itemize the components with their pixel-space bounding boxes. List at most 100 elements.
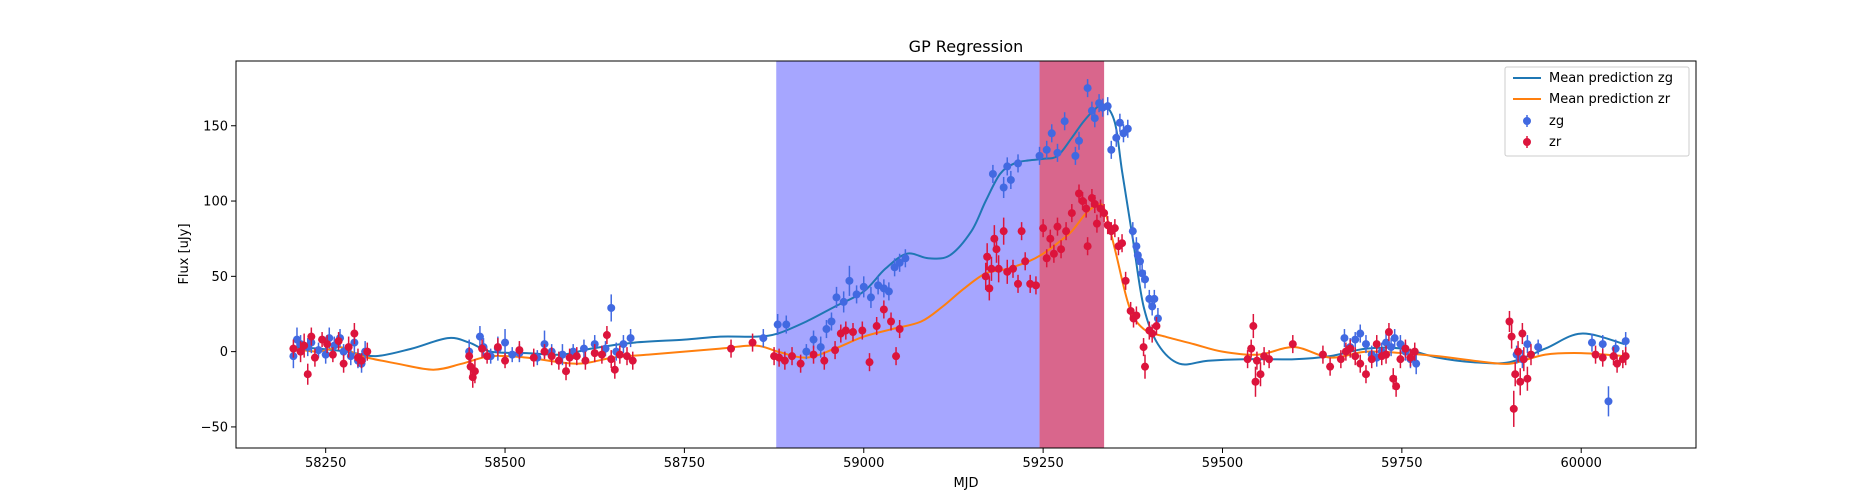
point-zr-3 [303, 370, 312, 379]
point-zg-73 [1103, 102, 1112, 111]
point-zr-62 [983, 252, 992, 261]
point-zr-16 [465, 352, 474, 361]
point-zr-84 [1074, 189, 1083, 198]
point-zr-23 [501, 356, 510, 365]
point-zr-26 [540, 347, 549, 356]
point-zr-117 [1326, 362, 1335, 371]
point-zr-83 [1067, 209, 1076, 218]
point-zr-39 [623, 352, 632, 361]
point-zr-21 [483, 352, 492, 361]
point-zr-64 [987, 264, 996, 273]
point-zr-93 [1103, 221, 1112, 230]
point-zr-81 [1057, 245, 1066, 254]
point-zg-5 [314, 346, 323, 355]
point-zg-56 [988, 169, 997, 178]
point-zg-106 [1523, 340, 1532, 349]
y-axis: −50 0 50 100 150 [201, 119, 236, 435]
point-zg-80 [1132, 242, 1141, 251]
point-zr-101 [1132, 311, 1141, 320]
point-zr-77 [1042, 254, 1051, 263]
point-zr-122 [1356, 359, 1365, 368]
point-zg-87 [1150, 294, 1159, 303]
point-zg-29 [579, 344, 588, 353]
point-zr-42 [748, 338, 757, 347]
point-zg-22 [508, 350, 517, 359]
point-zg-84 [1141, 275, 1150, 284]
point-zg-89 [1340, 334, 1349, 343]
point-zg-57 [999, 183, 1008, 192]
point-zg-36 [759, 334, 768, 343]
point-zr-71 [1014, 279, 1023, 288]
point-zg-6 [321, 350, 330, 359]
point-zg-49 [866, 293, 875, 302]
point-zr-14 [357, 356, 366, 365]
point-zr-20 [478, 344, 487, 353]
point-zr-118 [1336, 355, 1345, 364]
point-zg-63 [1047, 129, 1056, 138]
point-zg-64 [1053, 148, 1062, 157]
point-zg-42 [822, 325, 831, 334]
point-zg-41 [816, 343, 825, 352]
point-zr-50 [831, 346, 840, 355]
y-axis-label: Flux [uJy] [177, 223, 192, 284]
point-zg-38 [782, 320, 791, 329]
point-zr-59 [892, 352, 901, 361]
point-zr-54 [858, 326, 867, 335]
point-zr-19 [470, 367, 479, 376]
point-zg-69 [1087, 106, 1096, 115]
point-zr-135 [1505, 317, 1514, 326]
y-tick-label-150: 150 [203, 119, 228, 134]
point-zr-24 [515, 346, 524, 355]
point-zr-103 [1141, 362, 1150, 371]
point-zg-112 [1621, 337, 1630, 346]
x-tick-label-59000: 59000 [843, 456, 884, 471]
point-zg-62 [1042, 145, 1051, 154]
x-tick-label-58750: 58750 [664, 456, 705, 471]
point-zr-29 [562, 367, 571, 376]
point-zr-132 [1401, 344, 1410, 353]
point-zg-35 [626, 334, 635, 343]
point-zr-145 [1591, 350, 1600, 359]
point-zg-70 [1090, 114, 1099, 123]
point-zr-78 [1046, 234, 1055, 243]
point-zr-141 [1518, 329, 1527, 338]
point-zr-142 [1519, 355, 1528, 364]
point-zr-33 [590, 349, 599, 358]
point-zr-10 [339, 359, 348, 368]
point-zr-110 [1251, 377, 1260, 386]
point-zr-139 [1514, 347, 1523, 356]
point-zg-34 [619, 340, 628, 349]
point-zg-40 [809, 335, 818, 344]
point-zg-55 [901, 254, 910, 263]
point-zr-48 [809, 350, 818, 359]
point-zg-44 [832, 293, 841, 302]
point-zr-95 [1110, 224, 1119, 233]
point-zr-2 [300, 341, 309, 350]
point-zg-48 [859, 282, 868, 291]
point-zr-8 [328, 350, 337, 359]
legend: Mean prediction zg Mean prediction zr zg… [1504, 66, 1690, 157]
point-zr-22 [493, 343, 502, 352]
point-zr-131 [1396, 355, 1405, 364]
point-zr-5 [310, 353, 319, 362]
point-zr-38 [615, 350, 624, 359]
point-zr-45 [780, 356, 789, 365]
point-zr-109 [1249, 322, 1258, 331]
point-zr-57 [879, 305, 888, 314]
point-zg-47 [852, 290, 861, 299]
point-zr-137 [1509, 404, 1518, 413]
point-zg-83 [1138, 269, 1147, 278]
legend-swatch-zg-marker [1523, 117, 1531, 125]
point-zr-144 [1526, 350, 1535, 359]
point-zr-140 [1516, 377, 1525, 386]
point-zr-106 [1152, 322, 1161, 331]
point-zr-148 [1613, 359, 1622, 368]
point-zr-108 [1247, 344, 1256, 353]
point-zr-7 [323, 340, 332, 349]
point-zg-92 [1356, 329, 1365, 338]
point-zr-11 [344, 343, 353, 352]
point-zg-75 [1112, 133, 1121, 142]
point-zr-34 [597, 350, 606, 359]
legend-label-zr: zr [1549, 135, 1562, 150]
point-zg-31 [601, 344, 610, 353]
